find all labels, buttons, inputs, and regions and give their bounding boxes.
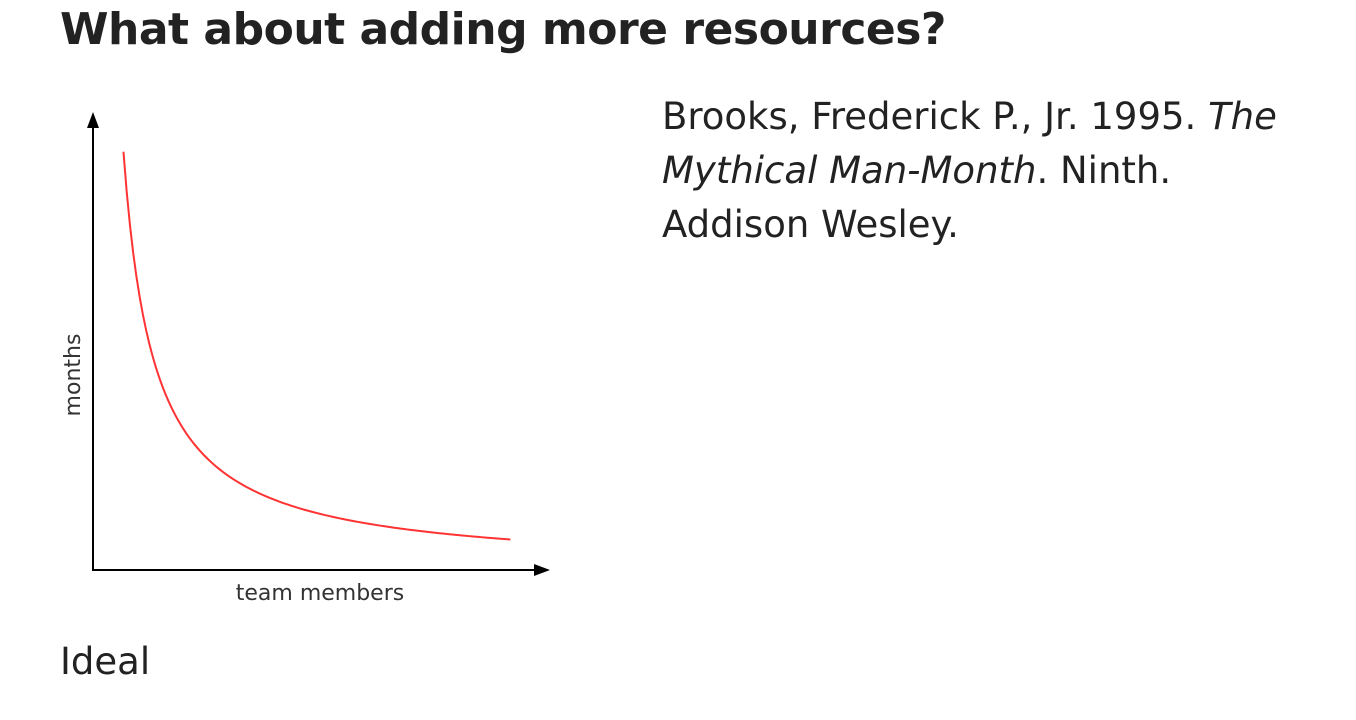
x-axis-arrow (534, 564, 550, 576)
y-axis-arrow (87, 112, 99, 128)
citation-authors-year: Brooks, Frederick P., Jr. 1995. (662, 95, 1208, 138)
chart-svg: team members months (50, 100, 570, 620)
citation: Brooks, Frederick P., Jr. 1995. The Myth… (662, 90, 1322, 252)
figure-caption: Ideal (60, 640, 150, 683)
x-axis-label: team members (236, 581, 404, 606)
series-layer (123, 152, 510, 540)
series-line-0 (123, 152, 510, 540)
chart: team members months (50, 100, 570, 620)
y-axis-label: months (61, 334, 86, 417)
slide-title: What about adding more resources? (60, 4, 946, 55)
